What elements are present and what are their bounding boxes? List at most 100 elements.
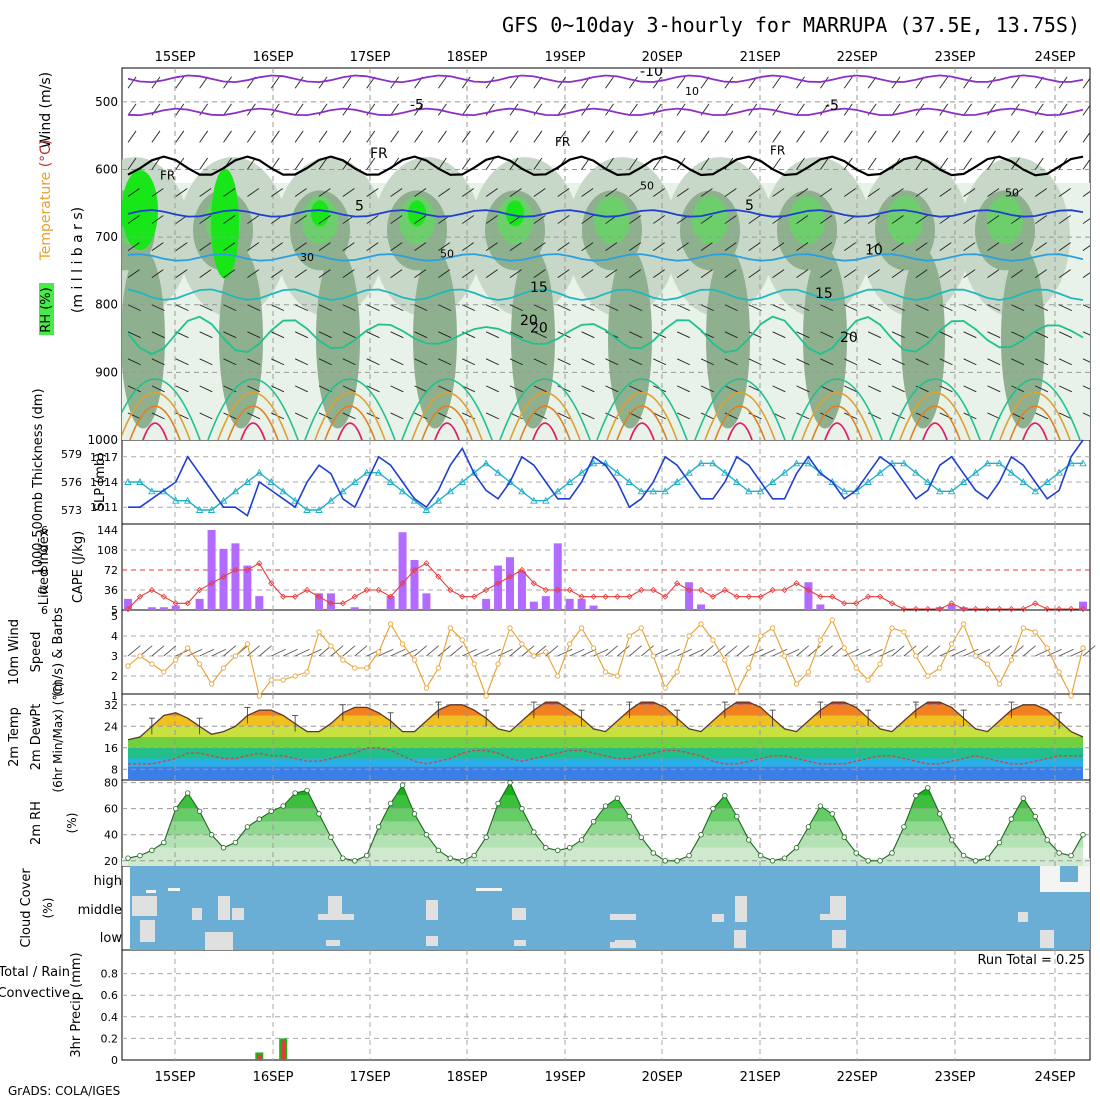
pressure-tick-label: 1000 bbox=[87, 433, 118, 447]
thickness-point bbox=[912, 468, 920, 476]
rh2m-point bbox=[1044, 837, 1050, 843]
rh2m-point bbox=[937, 811, 943, 817]
rh2m-point bbox=[555, 847, 561, 854]
wind-barb bbox=[151, 331, 165, 339]
cape-bar bbox=[482, 598, 491, 610]
wind-barb bbox=[462, 385, 476, 393]
precip-tick-label: 0.2 bbox=[101, 1032, 119, 1045]
wind-barb bbox=[247, 130, 256, 143]
wind10m-speed-point bbox=[961, 621, 967, 627]
wind10m-speed-point bbox=[340, 657, 346, 663]
wind10m-barb bbox=[354, 645, 368, 657]
wind-barb bbox=[843, 242, 856, 251]
thickness-point bbox=[183, 496, 192, 504]
wind-barb bbox=[844, 385, 858, 393]
wind-barb bbox=[294, 76, 304, 89]
cape-bar bbox=[577, 598, 586, 610]
wind10m-speed-point bbox=[686, 633, 692, 639]
wind-barb bbox=[676, 188, 689, 197]
temp2m-tick-label: 24 bbox=[104, 720, 118, 733]
temp-contour-40 bbox=[532, 422, 558, 440]
lifted-index-point bbox=[518, 566, 526, 574]
cloud-clear-patch bbox=[512, 908, 526, 920]
wind-barb bbox=[318, 76, 328, 89]
wind-barb bbox=[247, 331, 261, 339]
wind-barb bbox=[294, 385, 309, 393]
temp-contour-40 bbox=[337, 422, 363, 440]
rh2m-point bbox=[507, 779, 513, 786]
thickness-point bbox=[374, 468, 383, 476]
wind-barb bbox=[270, 188, 283, 197]
wind-barb bbox=[939, 130, 949, 143]
rh2m-point bbox=[925, 785, 931, 791]
wind10m-speed-point bbox=[937, 665, 943, 671]
isotherm-label: 15 bbox=[530, 280, 548, 296]
ylabel-slp: SLP (mb) bbox=[93, 453, 108, 512]
wind10m-speed-point bbox=[471, 661, 477, 667]
date-label-bottom: 22SEP bbox=[837, 1070, 878, 1085]
lifted-index-point bbox=[124, 605, 132, 613]
wind-barb bbox=[414, 331, 428, 339]
wind-barb bbox=[390, 331, 404, 339]
wind10m-speed-point bbox=[1008, 657, 1014, 663]
lifted-index-point bbox=[793, 580, 800, 587]
temp-band bbox=[128, 715, 1083, 727]
wind10m-barb bbox=[139, 645, 153, 657]
temp-contour-30 bbox=[122, 392, 191, 440]
rh-contour-label: 50 bbox=[1005, 187, 1019, 200]
wind-barb bbox=[414, 358, 428, 366]
thickness-point bbox=[959, 478, 968, 485]
lifted-index-point bbox=[184, 600, 191, 607]
wind-barb bbox=[915, 358, 929, 366]
ylabel-millibars: (m i l l i b a r s) bbox=[70, 207, 86, 313]
wind10m-speed-point bbox=[817, 637, 823, 643]
date-label-top: 16SEP bbox=[253, 50, 294, 65]
wind-barb bbox=[366, 358, 380, 366]
ylabel-thickness: 1000-500mb Thickness (dm) bbox=[31, 388, 46, 575]
rh2m-point bbox=[328, 834, 334, 841]
temp-contour-40 bbox=[824, 422, 850, 440]
wind-barb bbox=[294, 215, 307, 224]
wind-barb bbox=[318, 358, 332, 366]
cape-bar bbox=[422, 593, 431, 610]
wind10m-speed-point bbox=[352, 665, 358, 671]
isotherm-label: 20 bbox=[520, 313, 538, 329]
wind10m-speed-line bbox=[127, 618, 1084, 698]
temp2m-bands bbox=[128, 702, 1083, 780]
cape-tick-label: 36 bbox=[104, 584, 118, 597]
wind-barb bbox=[1082, 158, 1090, 170]
thickness-point bbox=[780, 468, 789, 476]
isotherm-label: 5 bbox=[745, 198, 754, 214]
wind-barb bbox=[557, 188, 570, 197]
wind-barb bbox=[676, 130, 686, 143]
wind10m-barb bbox=[211, 648, 227, 657]
date-label-bottom: 20SEP bbox=[642, 1070, 683, 1085]
rh2m-point bbox=[566, 845, 573, 851]
pressure-tick-label: 600 bbox=[95, 162, 118, 176]
cloud-clear-patch bbox=[476, 888, 502, 891]
rh2m-point bbox=[173, 805, 179, 812]
wind-barb bbox=[772, 130, 782, 143]
wind-barb bbox=[1034, 215, 1047, 224]
pressure-tick-label: 900 bbox=[95, 365, 118, 379]
wind-barb bbox=[557, 103, 567, 116]
wind-barb bbox=[223, 215, 236, 224]
lifted-index-point bbox=[172, 600, 179, 607]
wind-barb bbox=[390, 188, 403, 197]
wind-barb bbox=[342, 76, 352, 89]
wind-barb bbox=[199, 76, 209, 89]
wind10m-barb bbox=[593, 648, 609, 657]
thickness-point bbox=[1007, 468, 1016, 476]
wind-barb bbox=[151, 188, 164, 197]
ylabel-temp2m: 2m Temp bbox=[7, 707, 22, 767]
wind-barb bbox=[605, 103, 614, 116]
thickness-tick-label: 576 bbox=[61, 476, 82, 489]
wind-barb bbox=[270, 130, 280, 143]
temp-contour-25 bbox=[207, 378, 299, 440]
wind-barb bbox=[796, 242, 809, 251]
temp2m-line bbox=[127, 701, 1084, 741]
wind-barb bbox=[652, 103, 662, 116]
wind-barb bbox=[199, 242, 212, 251]
rh2m-point bbox=[948, 837, 955, 843]
rh2m-tick-label: 80 bbox=[104, 777, 118, 790]
